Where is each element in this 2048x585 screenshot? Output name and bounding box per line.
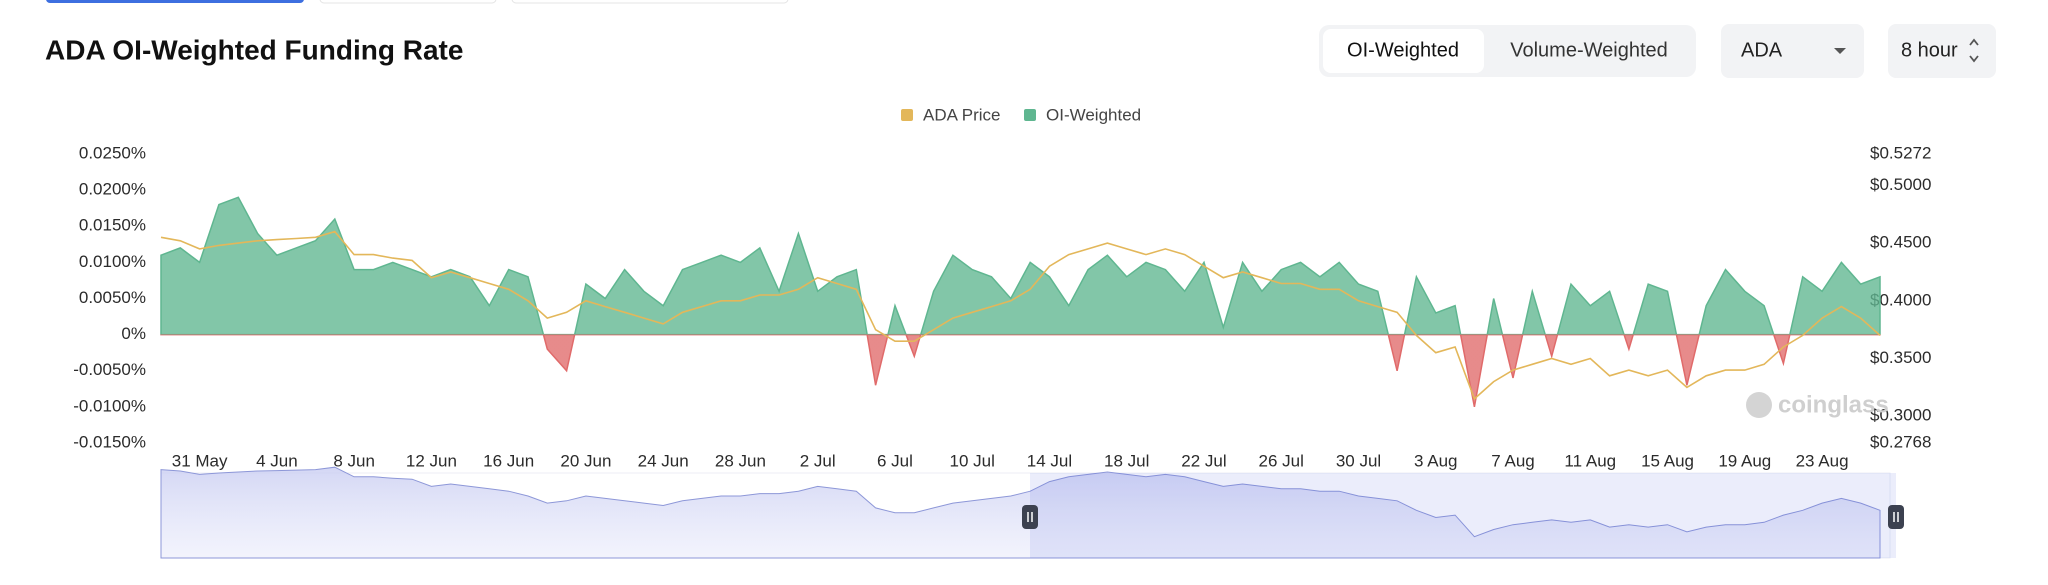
legend-swatch (901, 109, 913, 121)
x-tick-label: 6 Jul (877, 451, 913, 470)
y-tick-label: -0.0050% (73, 360, 146, 379)
legend-label: ADA Price (923, 105, 1000, 124)
x-tick-label: 7 Aug (1491, 451, 1535, 470)
x-tick-label: 14 Jul (1027, 451, 1072, 470)
navigator-series (160, 466, 1881, 559)
x-tick-label: 2 Jul (800, 451, 836, 470)
x-tick-label: 26 Jul (1259, 451, 1304, 470)
y-tick-label: 0.0150% (79, 216, 146, 235)
chart-title: ADA OI-Weighted Funding Rate (45, 34, 463, 65)
y2-tick-label: $0.4500 (1870, 233, 1931, 252)
y2-tick-label: $0.2768 (1870, 432, 1931, 451)
tab-active[interactable] (46, 0, 304, 3)
x-tick-label: 4 Jun (256, 451, 298, 470)
handle-grip (1027, 512, 1033, 522)
x-tick-label: 15 Aug (1641, 451, 1694, 470)
y-tick-label: 0.0250% (79, 143, 146, 162)
x-tick-label: 24 Jun (638, 451, 689, 470)
symbol-dropdown[interactable] (1721, 24, 1864, 78)
funding-area (160, 196, 1881, 408)
legend-label: OI-Weighted (1046, 105, 1141, 124)
navigator-handle[interactable] (1888, 505, 1904, 529)
toggle-option[interactable]: Volume-Weighted (1510, 39, 1668, 61)
x-tick-label: 18 Jul (1104, 451, 1149, 470)
y-tick-label: 0% (121, 324, 146, 343)
y-tick-label: -0.0100% (73, 396, 146, 415)
x-tick-label: 31 May (172, 451, 228, 470)
x-tick-label: 22 Jul (1181, 451, 1226, 470)
y2-tick-label: $0.5000 (1870, 175, 1931, 194)
y2-tick-label: $0.3000 (1870, 406, 1931, 425)
x-tick-label: 28 Jun (715, 451, 766, 470)
x-tick-label: 23 Aug (1796, 451, 1849, 470)
plot-area: 0.0250% 0.0200% 0.0150% 0.0100% 0.0050% 0% -0.… (73, 143, 1931, 470)
x-tick-label: 19 Aug (1718, 451, 1771, 470)
x-tick-label: 12 Jun (406, 451, 457, 470)
watermark-logo (1746, 392, 1772, 418)
x-tick-label: 30 Jul (1336, 451, 1381, 470)
tab[interactable] (511, 0, 789, 4)
x-tick-label: 20 Jun (560, 451, 611, 470)
toggle-option[interactable]: OI-Weighted (1347, 39, 1459, 61)
navigator-area (160, 466, 1881, 559)
y-tick-label: 0.0050% (79, 288, 146, 307)
x-tick-label: 11 Aug (1564, 451, 1616, 470)
select-arrows (1969, 38, 1979, 63)
navigator-selection[interactable] (1030, 473, 1896, 558)
y-tick-label: 0.0200% (79, 180, 146, 199)
y-tick-label: 0.0100% (79, 252, 146, 271)
y2-tick-label: $0.3500 (1870, 348, 1931, 367)
tab[interactable] (319, 0, 497, 4)
navigator-handle[interactable] (1022, 505, 1038, 529)
legend-swatch (1024, 109, 1036, 121)
x-tick-label: 10 Jul (950, 451, 995, 470)
x-tick-label: 8 Jun (333, 451, 375, 470)
symbol-value: ADA (1741, 39, 1783, 61)
x-tick-label: 3 Aug (1414, 451, 1458, 470)
y-tick-label: -0.0150% (73, 432, 146, 451)
interval-select[interactable] (1888, 24, 1996, 78)
y2-tick-label: $0.5272 (1870, 143, 1931, 162)
interval-value: 8 hour (1901, 39, 1958, 61)
dropdown-arrow (1834, 48, 1846, 54)
toggle-selected[interactable] (1323, 29, 1484, 73)
y2-tick-label: $0.4000 (1870, 290, 1931, 309)
handle-grip (1893, 512, 1899, 522)
x-tick-label: 16 Jun (483, 451, 534, 470)
price-line (160, 230, 1881, 401)
watermark: coinglass (1778, 391, 1889, 418)
